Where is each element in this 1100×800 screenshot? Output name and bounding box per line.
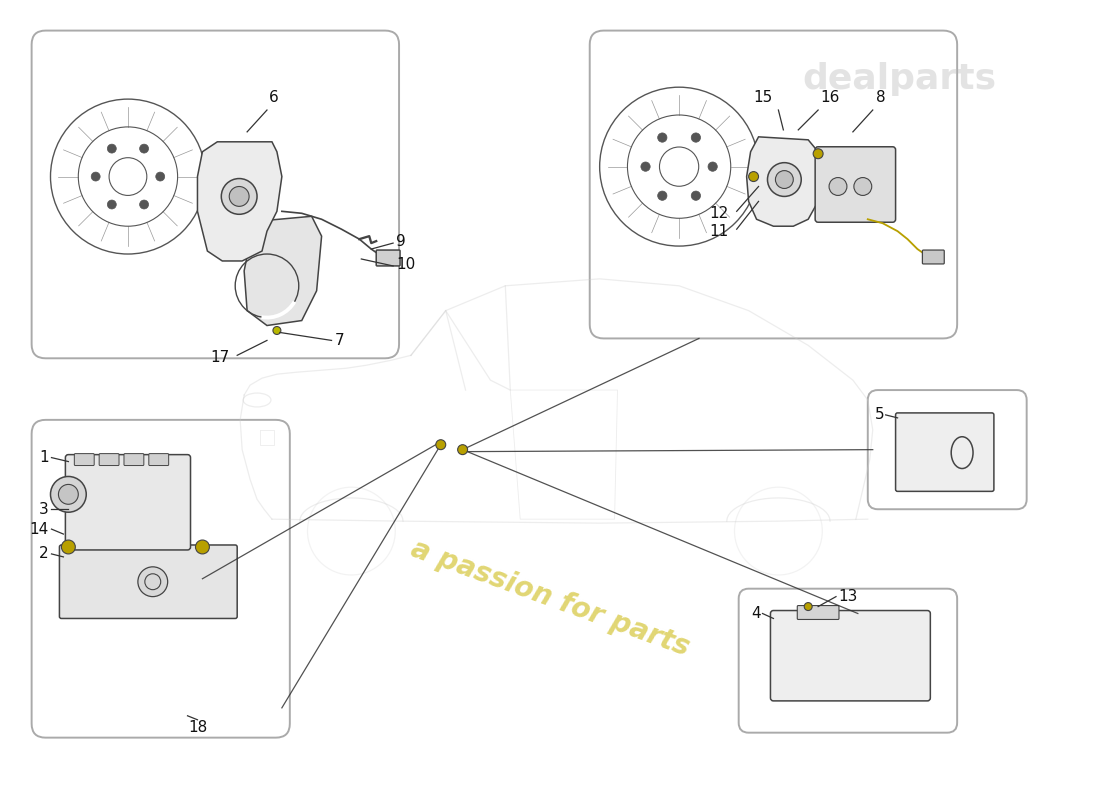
Circle shape bbox=[62, 540, 75, 554]
Text: 13: 13 bbox=[838, 589, 857, 604]
Circle shape bbox=[829, 178, 847, 195]
Circle shape bbox=[776, 170, 793, 189]
FancyBboxPatch shape bbox=[32, 420, 289, 738]
Text: 18: 18 bbox=[188, 720, 207, 735]
FancyBboxPatch shape bbox=[895, 413, 994, 491]
Circle shape bbox=[768, 162, 801, 197]
Text: 6: 6 bbox=[270, 90, 278, 105]
Circle shape bbox=[229, 186, 249, 206]
Circle shape bbox=[804, 602, 812, 610]
Text: 4: 4 bbox=[751, 606, 760, 621]
FancyBboxPatch shape bbox=[798, 606, 839, 619]
Circle shape bbox=[708, 162, 717, 171]
Circle shape bbox=[58, 485, 78, 504]
Circle shape bbox=[658, 133, 667, 142]
Circle shape bbox=[108, 144, 117, 153]
Circle shape bbox=[641, 162, 650, 171]
Circle shape bbox=[273, 326, 280, 334]
Text: 8: 8 bbox=[876, 90, 886, 105]
FancyBboxPatch shape bbox=[32, 30, 399, 358]
Text: a passion for parts: a passion for parts bbox=[407, 535, 693, 662]
Circle shape bbox=[138, 567, 167, 597]
Circle shape bbox=[436, 440, 446, 450]
Circle shape bbox=[108, 200, 117, 209]
Circle shape bbox=[813, 149, 823, 158]
Text: 16: 16 bbox=[821, 90, 839, 105]
Polygon shape bbox=[244, 216, 321, 326]
FancyBboxPatch shape bbox=[59, 545, 238, 618]
FancyBboxPatch shape bbox=[770, 610, 931, 701]
Text: 7: 7 bbox=[334, 333, 344, 348]
FancyBboxPatch shape bbox=[815, 146, 895, 222]
Circle shape bbox=[854, 178, 871, 195]
FancyBboxPatch shape bbox=[99, 454, 119, 466]
Circle shape bbox=[658, 191, 667, 200]
Circle shape bbox=[156, 172, 165, 181]
Circle shape bbox=[691, 191, 701, 200]
Circle shape bbox=[691, 133, 701, 142]
Text: 5: 5 bbox=[874, 407, 884, 422]
FancyBboxPatch shape bbox=[739, 589, 957, 733]
Text: 14: 14 bbox=[30, 522, 48, 537]
Circle shape bbox=[91, 172, 100, 181]
Text: dealparts: dealparts bbox=[803, 62, 997, 96]
Text: 12: 12 bbox=[708, 206, 728, 221]
FancyBboxPatch shape bbox=[868, 390, 1026, 510]
Text: 15: 15 bbox=[754, 90, 773, 105]
FancyBboxPatch shape bbox=[376, 250, 400, 266]
Circle shape bbox=[221, 178, 257, 214]
Text: 2: 2 bbox=[39, 546, 48, 562]
FancyBboxPatch shape bbox=[75, 454, 95, 466]
FancyBboxPatch shape bbox=[148, 454, 168, 466]
FancyBboxPatch shape bbox=[923, 250, 944, 264]
Text: 17: 17 bbox=[210, 350, 230, 365]
Text: 1: 1 bbox=[39, 450, 48, 465]
Text: 10: 10 bbox=[396, 258, 416, 273]
Circle shape bbox=[140, 144, 148, 153]
Polygon shape bbox=[747, 137, 823, 226]
Polygon shape bbox=[198, 142, 282, 261]
Circle shape bbox=[196, 540, 209, 554]
Text: 3: 3 bbox=[39, 502, 48, 517]
FancyBboxPatch shape bbox=[590, 30, 957, 338]
Circle shape bbox=[749, 171, 759, 182]
FancyBboxPatch shape bbox=[65, 454, 190, 550]
Text: 9: 9 bbox=[396, 234, 406, 249]
FancyBboxPatch shape bbox=[124, 454, 144, 466]
Circle shape bbox=[458, 445, 468, 454]
Text: 11: 11 bbox=[708, 224, 728, 238]
Circle shape bbox=[140, 200, 148, 209]
Circle shape bbox=[51, 477, 86, 512]
